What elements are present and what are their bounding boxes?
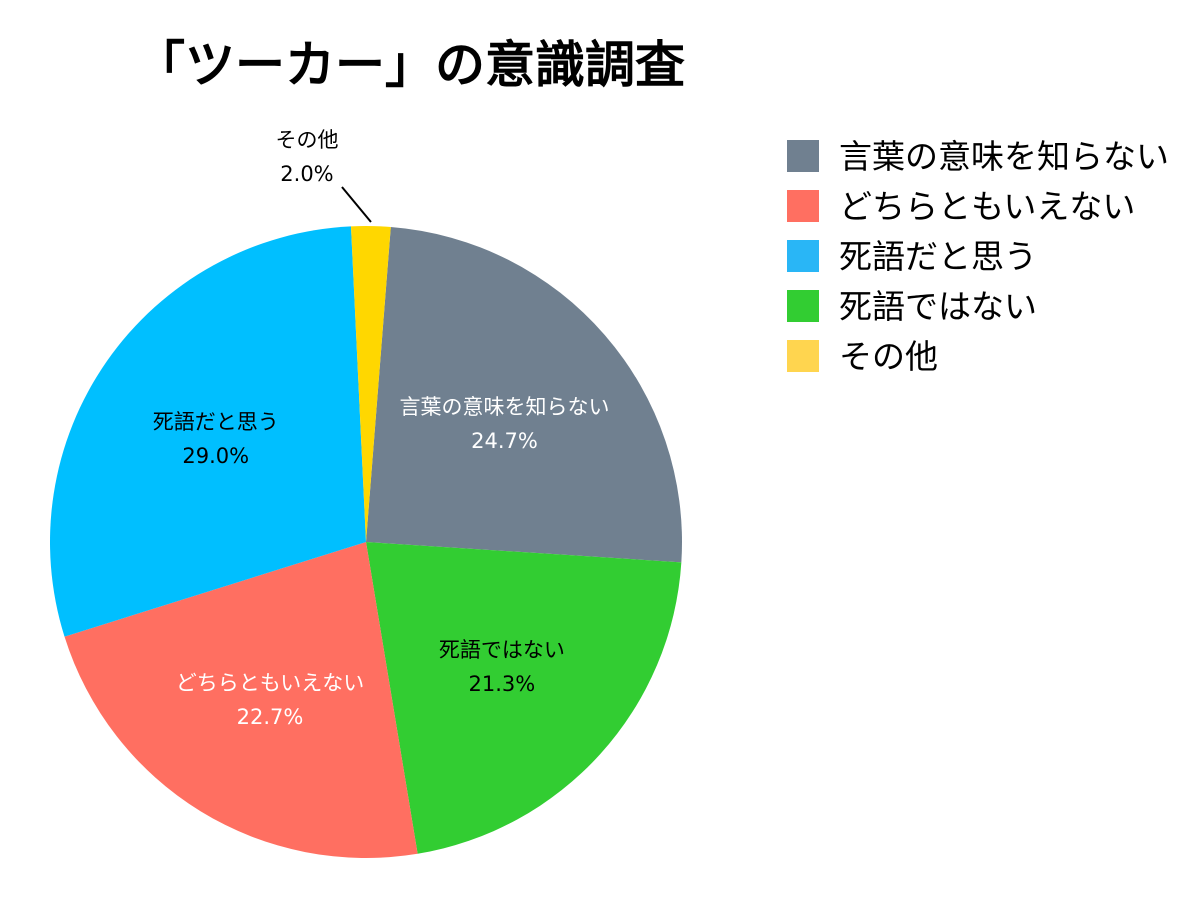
slice-labels: 言葉の意味を知らない 24.7% 死語ではない 21.3% どちらともいえない 22.7%… xyxy=(153,128,610,729)
legend-label: 死語だと思う xyxy=(839,237,1037,276)
legend-swatch xyxy=(787,290,819,322)
slice-label-name: その他 xyxy=(275,128,338,152)
chart-title: 「ツーカー」の意識調査 xyxy=(135,36,685,94)
legend-label: 死語ではない xyxy=(839,287,1037,326)
slice-label-value: 2.0% xyxy=(280,162,333,186)
pie-slice xyxy=(366,542,682,854)
slice-label-value: 29.0% xyxy=(182,444,249,468)
legend-label: その他 xyxy=(839,337,938,376)
slice-label-name: どちらともいえない xyxy=(176,671,365,695)
legend-swatch xyxy=(787,340,819,372)
legend-swatch xyxy=(787,190,819,222)
pie-slice xyxy=(350,226,391,543)
pie-slice xyxy=(366,226,683,563)
pie-slice xyxy=(64,542,418,858)
slice-label-name: 死語ではない xyxy=(439,638,565,662)
legend-swatch xyxy=(787,140,819,172)
legend-swatch xyxy=(787,240,819,272)
pie-slices xyxy=(50,226,683,858)
slice-label-value: 22.7% xyxy=(237,705,304,729)
slice-label-name: 言葉の意味を知らない xyxy=(400,395,610,419)
leader-line xyxy=(341,186,372,223)
slice-label-value: 24.7% xyxy=(471,429,538,453)
legend-label: どちらともいえない xyxy=(839,187,1135,226)
legend-label: 言葉の意味を知らない xyxy=(839,137,1169,176)
slice-label-value: 21.3% xyxy=(469,672,536,696)
pie-slice xyxy=(50,226,366,637)
slice-label-name: 死語だと思う xyxy=(153,410,279,434)
